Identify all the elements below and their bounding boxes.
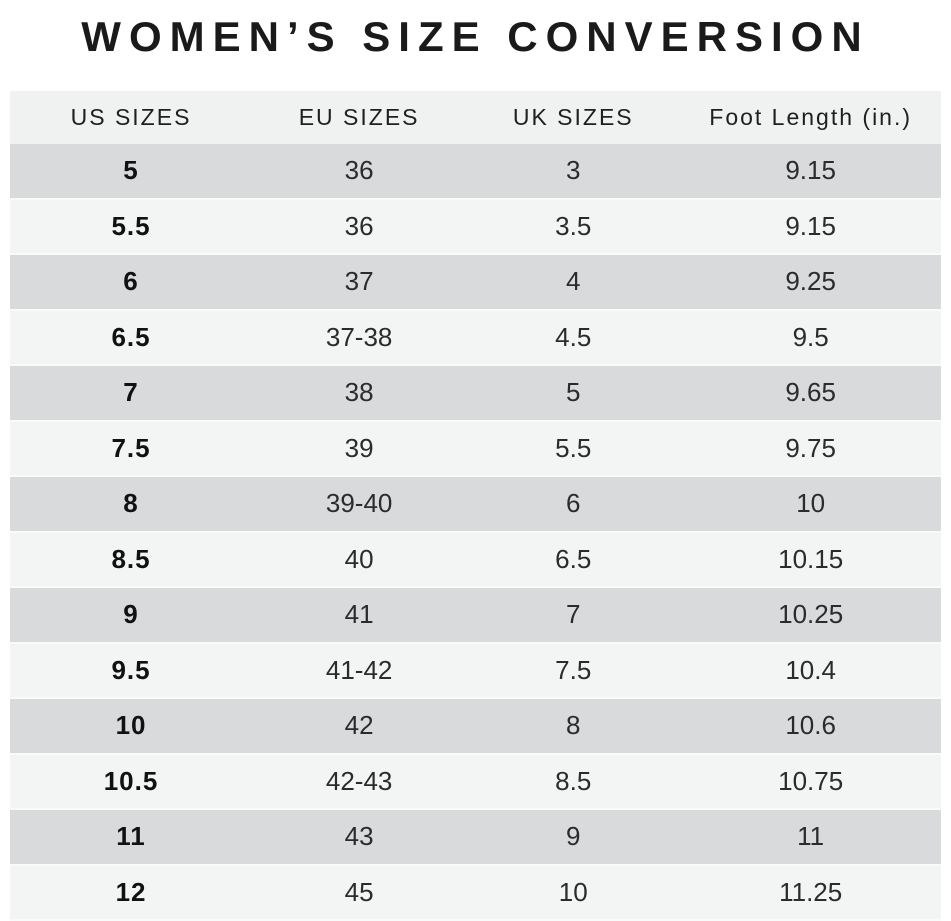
table-cell: 42 (252, 698, 467, 755)
table-cell: 10.6 (680, 698, 941, 755)
table-row: 5 36 3 9.15 (10, 144, 941, 200)
table-cell: 5.5 (10, 198, 253, 255)
table-cell: 9 (466, 809, 681, 866)
table-cell: 8 (10, 476, 253, 533)
table-row: 10 42 8 10.6 (10, 698, 941, 755)
table-cell: 40 (252, 531, 467, 588)
table-row: 8.5 40 6.5 10.15 (10, 531, 941, 588)
table-cell: 6.5 (466, 531, 681, 588)
table-row: 9.5 41-42 7.5 10.4 (10, 642, 941, 699)
table-cell: 45 (252, 864, 467, 921)
table-cell: 6.5 (10, 309, 253, 366)
table-row: 10.5 42-43 8.5 10.75 (10, 753, 941, 810)
table-cell: 9.15 (680, 198, 941, 255)
table-row: 12 45 10 11.25 (10, 864, 941, 921)
column-header-foot-length: Foot Length (in.) (680, 91, 941, 144)
table-cell: 10 (10, 698, 253, 755)
table-row: 9 41 7 10.25 (10, 587, 941, 644)
table-cell: 10.4 (680, 642, 941, 699)
table-cell: 5.5 (466, 420, 681, 477)
table-cell: 38 (252, 365, 467, 422)
table-cell: 7 (10, 365, 253, 422)
table-row: 8 39-40 6 10 (10, 476, 941, 533)
table-cell: 36 (252, 198, 467, 255)
table-header: US SIZES EU SIZES UK SIZES Foot Length (… (10, 91, 941, 144)
table-cell: 11 (10, 809, 253, 866)
table-cell: 9.15 (680, 144, 941, 200)
table-cell: 9.5 (680, 309, 941, 366)
table-cell: 9 (10, 587, 253, 644)
column-header-us-sizes: US SIZES (10, 91, 253, 144)
table-cell: 37 (252, 254, 467, 311)
table-cell: 9.65 (680, 365, 941, 422)
table-cell: 5 (10, 144, 253, 200)
table-cell: 10.15 (680, 531, 941, 588)
table-cell: 41-42 (252, 642, 467, 699)
table-cell: 43 (252, 809, 467, 866)
table-cell: 39 (252, 420, 467, 477)
table-row: 7 38 5 9.65 (10, 365, 941, 422)
table-cell: 6 (10, 254, 253, 311)
size-conversion-table-container: US SIZES EU SIZES UK SIZES Foot Length (… (10, 91, 941, 921)
table-cell: 9.75 (680, 420, 941, 477)
table-cell: 9.25 (680, 254, 941, 311)
table-cell: 10.25 (680, 587, 941, 644)
table-cell: 6 (466, 476, 681, 533)
table-cell: 4 (466, 254, 681, 311)
table-cell: 12 (10, 864, 253, 921)
table-cell: 10.5 (10, 753, 253, 810)
table-cell: 42-43 (252, 753, 467, 810)
table-cell: 9.5 (10, 642, 253, 699)
table-cell: 8 (466, 698, 681, 755)
table-cell: 4.5 (466, 309, 681, 366)
table-cell: 5 (466, 365, 681, 422)
table-cell: 7.5 (10, 420, 253, 477)
column-header-uk-sizes: UK SIZES (466, 91, 681, 144)
table-row: 6.5 37-38 4.5 9.5 (10, 309, 941, 366)
page-title: WOMEN’S SIZE CONVERSION (81, 13, 870, 60)
table-cell: 41 (252, 587, 467, 644)
table-row: 7.5 39 5.5 9.75 (10, 420, 941, 477)
size-conversion-table: US SIZES EU SIZES UK SIZES Foot Length (… (10, 91, 941, 921)
table-cell: 8.5 (10, 531, 253, 588)
table-cell: 11.25 (680, 864, 941, 921)
table-cell: 10 (680, 476, 941, 533)
table-cell: 7 (466, 587, 681, 644)
table-cell: 8.5 (466, 753, 681, 810)
table-cell: 36 (252, 144, 467, 200)
table-row: 11 43 9 11 (10, 809, 941, 866)
table-row: 5.5 36 3.5 9.15 (10, 198, 941, 255)
table-cell: 3.5 (466, 198, 681, 255)
header-row: US SIZES EU SIZES UK SIZES Foot Length (… (10, 91, 941, 144)
table-body: 5 36 3 9.15 5.5 36 3.5 9.15 6 37 4 9.25 6.5 37-38 4.5 9… (10, 144, 941, 921)
table-cell: 10 (466, 864, 681, 921)
table-cell: 10.75 (680, 753, 941, 810)
table-cell: 37-38 (252, 309, 467, 366)
column-header-eu-sizes: EU SIZES (252, 91, 467, 144)
table-cell: 39-40 (252, 476, 467, 533)
table-cell: 3 (466, 144, 681, 200)
table-cell: 7.5 (466, 642, 681, 699)
table-row: 6 37 4 9.25 (10, 254, 941, 311)
table-cell: 11 (680, 809, 941, 866)
